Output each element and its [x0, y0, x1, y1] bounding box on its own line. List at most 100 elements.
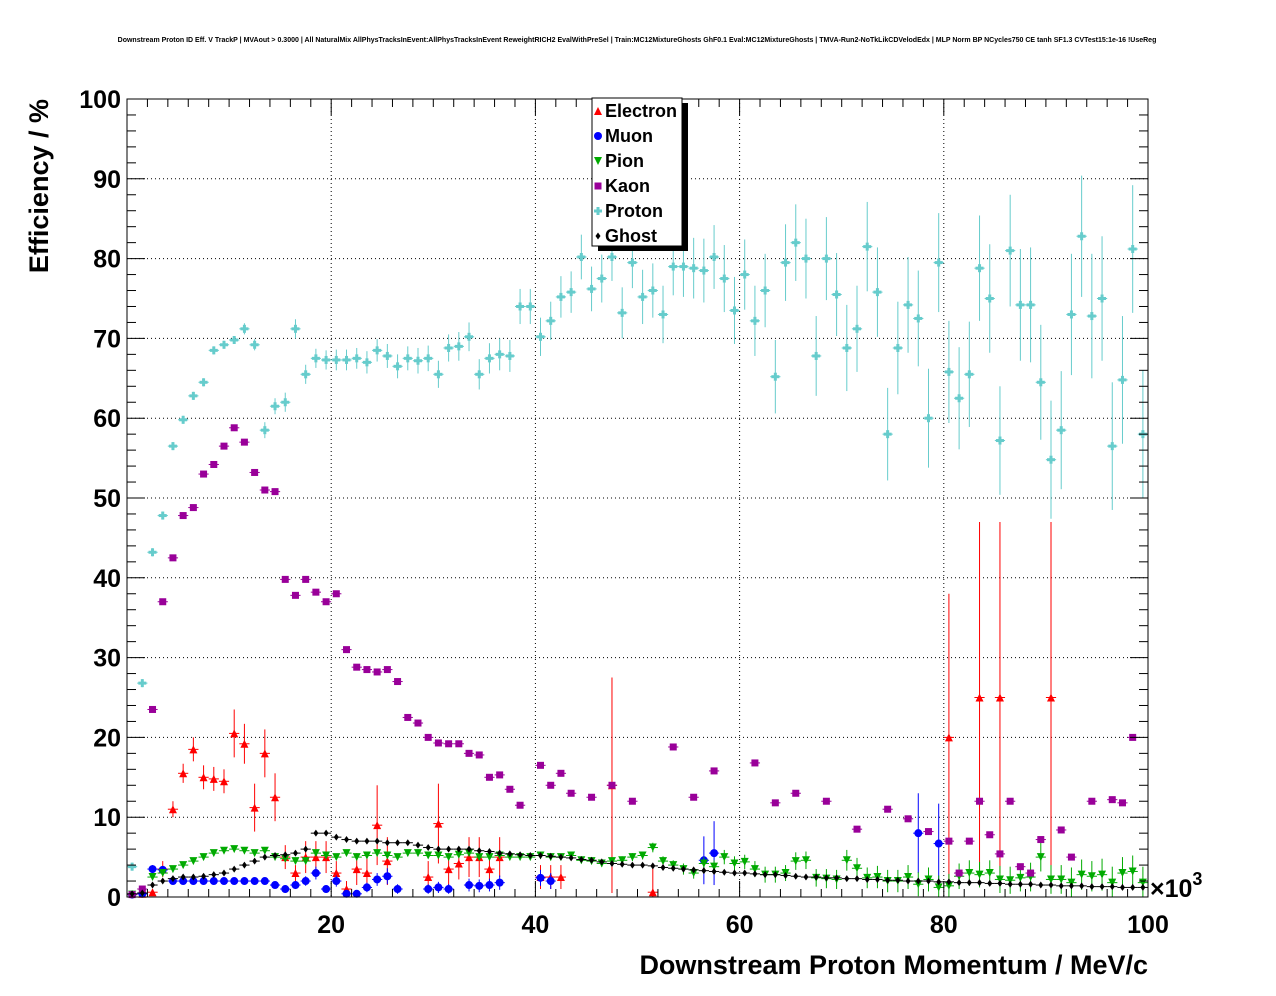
- data-point-proton: [1006, 246, 1015, 255]
- data-point-electron: [260, 749, 269, 758]
- data-point-pion: [209, 849, 218, 858]
- data-point-kaon: [567, 789, 575, 797]
- x-tick-label: 60: [726, 911, 754, 939]
- data-point-pion: [699, 859, 708, 868]
- data-point-ghost: [456, 845, 462, 853]
- data-point-muon: [710, 849, 719, 858]
- data-point-ghost: [1038, 881, 1044, 889]
- data-point-ghost: [1068, 882, 1074, 890]
- data-point-kaon: [179, 512, 187, 520]
- data-point-electron: [485, 865, 494, 874]
- data-point-kaon: [669, 743, 677, 751]
- data-point-pion: [291, 857, 300, 866]
- data-point-kaon: [210, 460, 218, 468]
- data-point-kaon: [149, 705, 157, 713]
- data-point-proton: [413, 356, 422, 365]
- data-point-proton: [638, 292, 647, 301]
- legend-marker-muon: [594, 132, 602, 140]
- data-point-kaon: [465, 749, 473, 757]
- y-tick-label: 50: [93, 485, 121, 513]
- data-point-proton: [475, 370, 484, 379]
- data-point-proton: [444, 343, 453, 352]
- y-tick-label: 20: [93, 724, 121, 752]
- data-point-proton: [995, 436, 1004, 445]
- data-point-proton: [1036, 378, 1045, 387]
- data-point-muon: [209, 877, 218, 886]
- data-point-ghost: [415, 841, 421, 849]
- data-point-proton: [934, 258, 943, 267]
- data-point-pion: [1108, 878, 1117, 887]
- data-point-ghost: [558, 853, 564, 861]
- data-point-ghost: [1099, 883, 1105, 891]
- data-point-kaon: [169, 554, 177, 562]
- data-point-kaon: [904, 815, 912, 823]
- data-point-proton: [485, 354, 494, 363]
- data-point-kaon: [475, 751, 483, 759]
- data-point-ghost: [568, 854, 574, 862]
- legend-label-ghost: Ghost: [605, 226, 657, 246]
- series-kaon: [127, 424, 1138, 899]
- x-tick-label: 20: [317, 911, 345, 939]
- data-point-ghost: [742, 869, 748, 877]
- series-ghost: [127, 829, 1148, 898]
- data-point-pion: [158, 869, 167, 878]
- data-point-ghost: [844, 875, 850, 883]
- data-point-pion: [250, 849, 259, 858]
- data-point-proton: [618, 308, 627, 317]
- data-point-pion: [230, 845, 239, 854]
- data-point-ghost: [680, 865, 686, 873]
- data-point-ghost: [905, 877, 911, 885]
- data-point-pion: [199, 853, 208, 862]
- y-tick-label: 30: [93, 645, 121, 673]
- data-point-ghost: [538, 852, 544, 860]
- data-point-ghost: [936, 878, 942, 886]
- data-point-ghost: [425, 844, 431, 852]
- data-point-proton: [873, 288, 882, 297]
- data-point-pion: [985, 869, 994, 878]
- data-point-kaon: [353, 663, 361, 671]
- data-point-proton: [403, 354, 412, 363]
- data-point-proton: [955, 394, 964, 403]
- data-point-ghost: [721, 868, 727, 876]
- data-point-muon: [271, 881, 280, 890]
- data-point-ghost: [966, 879, 972, 887]
- data-point-proton: [373, 346, 382, 355]
- data-point-muon: [291, 881, 300, 890]
- data-point-pion: [281, 854, 290, 863]
- data-point-proton: [148, 548, 157, 557]
- data-point-ghost: [1109, 883, 1115, 891]
- data-point-electron: [168, 805, 177, 814]
- legend-marker-proton: [594, 207, 602, 215]
- data-point-kaon: [343, 646, 351, 654]
- data-point-proton: [342, 355, 351, 364]
- data-point-kaon: [1037, 836, 1045, 844]
- data-point-ghost: [231, 865, 237, 873]
- legend-marker-ghost: [595, 232, 601, 240]
- data-point-ghost: [344, 836, 350, 844]
- data-point-pion: [710, 862, 719, 871]
- data-point-kaon: [1016, 863, 1024, 871]
- data-point-proton: [720, 274, 729, 283]
- data-point-kaon: [853, 825, 861, 833]
- data-point-proton: [505, 351, 514, 360]
- data-point-kaon: [506, 785, 514, 793]
- data-point-kaon: [1118, 799, 1126, 807]
- data-point-electron: [648, 888, 657, 897]
- data-point-pion: [168, 865, 177, 874]
- data-point-kaon: [628, 797, 636, 805]
- data-point-proton: [842, 343, 851, 352]
- data-point-electron: [424, 873, 433, 882]
- data-point-proton: [1108, 442, 1117, 451]
- grid: [127, 99, 1148, 897]
- data-point-ghost: [1130, 883, 1136, 891]
- data-point-kaon: [496, 771, 504, 779]
- x-tick-label: 80: [930, 911, 958, 939]
- data-point-proton: [822, 254, 831, 263]
- data-point-proton: [424, 354, 433, 363]
- data-point-ghost: [925, 877, 931, 885]
- data-point-kaon: [404, 713, 412, 721]
- data-point-kaon: [996, 850, 1004, 858]
- data-point-proton: [832, 290, 841, 299]
- data-point-muon: [383, 872, 392, 881]
- data-point-pion: [648, 843, 657, 852]
